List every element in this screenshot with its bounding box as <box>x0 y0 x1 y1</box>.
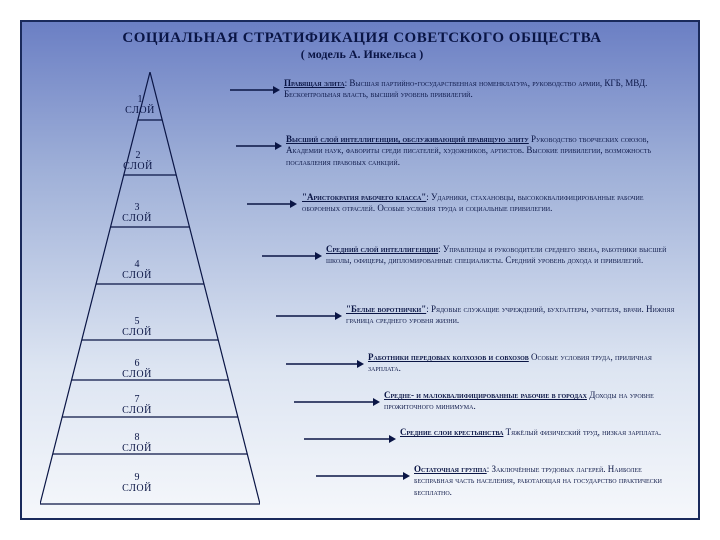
desc-8: Средние слои крестьянства Тяжёлый физиче… <box>400 427 682 438</box>
desc-6: Работники передовых колхозов и совхозов … <box>368 352 682 375</box>
descriptions: Правящая элита: Высшая партийно-государс… <box>192 72 692 512</box>
title-main: СОЦИАЛЬНАЯ СТРАТИФИКАЦИЯ СОВЕТСКОГО ОБЩЕ… <box>102 30 622 47</box>
desc-head-5: "Белые воротнички" <box>346 304 426 314</box>
arrow-6 <box>286 358 364 370</box>
desc-head-1: Правящая элита <box>284 78 345 88</box>
desc-head-4: Средний слой интеллигенции <box>326 244 438 254</box>
layer-label-5: 5СЛОЙ <box>117 316 157 338</box>
desc-1: Правящая элита: Высшая партийно-государс… <box>284 78 682 101</box>
layer-label-9: 9СЛОЙ <box>117 472 157 494</box>
desc-9: Остаточная группа: Заключённые трудовых … <box>414 464 682 498</box>
layer-label-6: 6СЛОЙ <box>117 358 157 380</box>
layer-label-2: 2СЛОЙ <box>118 150 158 172</box>
desc-3: "Аристократия рабочего класса": Ударники… <box>302 192 682 215</box>
arrow-2 <box>236 140 282 152</box>
arrow-5 <box>276 310 342 322</box>
arrow-7 <box>294 396 380 408</box>
arrow-8 <box>304 433 396 445</box>
desc-body-8: Тяжёлый физический труд, низкая зарплата… <box>503 427 661 437</box>
layer-label-4: 4СЛОЙ <box>117 259 157 281</box>
title-sub: ( модель А. Инкельса ) <box>102 47 622 62</box>
layer-label-1: 1СЛОЙ <box>120 94 160 116</box>
desc-head-3: "Аристократия рабочего класса" <box>302 192 426 202</box>
diagram-frame: СОЦИАЛЬНАЯ СТРАТИФИКАЦИЯ СОВЕТСКОГО ОБЩЕ… <box>20 20 700 520</box>
title-box: СОЦИАЛЬНАЯ СТРАТИФИКАЦИЯ СОВЕТСКОГО ОБЩЕ… <box>102 30 622 62</box>
desc-head-6: Работники передовых колхозов и совхозов <box>368 352 529 362</box>
layer-label-3: 3СЛОЙ <box>117 202 157 224</box>
layer-label-8: 8СЛОЙ <box>117 432 157 454</box>
layer-label-7: 7СЛОЙ <box>117 394 157 416</box>
desc-head-9: Остаточная группа <box>414 464 487 474</box>
desc-7: Средне- и малоквалифицированные рабочие … <box>384 390 682 413</box>
arrow-4 <box>262 250 322 262</box>
desc-2: Высший слой интеллигенции, обслуживающий… <box>286 134 682 168</box>
desc-4: Средний слой интеллигенции: Управленцы и… <box>326 244 682 267</box>
desc-head-8: Средние слои крестьянства <box>400 427 503 437</box>
desc-head-2: Высший слой интеллигенции, обслуживающий… <box>286 134 529 144</box>
desc-5: "Белые воротнички": Рядовые служащие учр… <box>346 304 682 327</box>
desc-head-7: Средне- и малоквалифицированные рабочие … <box>384 390 587 400</box>
arrow-9 <box>316 470 410 482</box>
arrow-3 <box>247 198 297 210</box>
arrow-1 <box>230 84 280 96</box>
